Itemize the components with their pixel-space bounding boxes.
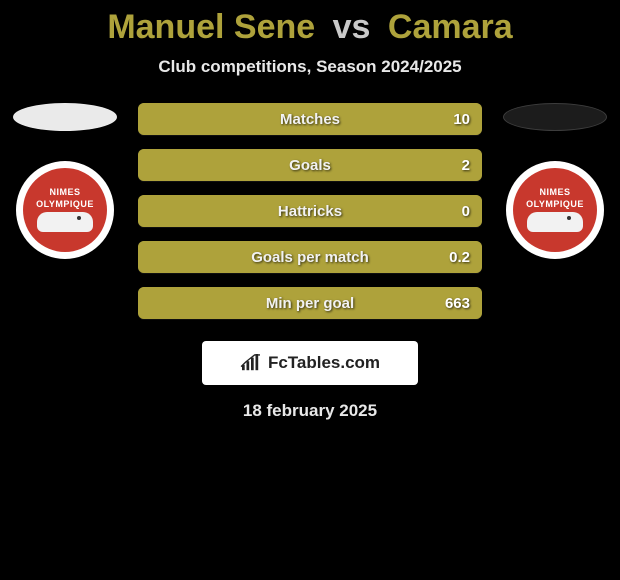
- title-player1: Manuel Sene: [107, 8, 315, 46]
- club-name-line1: NIMES: [539, 188, 570, 197]
- brand-text: FcTables.com: [268, 353, 380, 373]
- stat-label: Goals: [198, 157, 422, 174]
- stat-label: Matches: [198, 111, 422, 128]
- stat-value-right: 663: [422, 295, 482, 312]
- stat-label: Goals per match: [198, 249, 422, 266]
- title: Manuel Sene vs Camara: [0, 8, 620, 47]
- title-vs: vs: [333, 8, 371, 46]
- stat-value-right: 0: [422, 203, 482, 220]
- stat-value-right: 10: [422, 111, 482, 128]
- right-club-logo: NIMES OLYMPIQUE: [506, 161, 604, 259]
- crocodile-icon: [37, 212, 93, 232]
- stat-value-right: 2: [422, 157, 482, 174]
- stats-column: Matches10 Goals2 Hattricks0 Goals per match…: [138, 103, 482, 319]
- main-layout: NIMES OLYMPIQUE Matches10 Goals2 Hattricks…: [0, 103, 620, 319]
- stat-row: Goals2: [138, 149, 482, 181]
- date-text: 18 february 2025: [0, 401, 620, 421]
- club-name-line1: NIMES: [49, 188, 80, 197]
- club-badge: NIMES OLYMPIQUE: [23, 168, 107, 252]
- stat-label: Min per goal: [198, 295, 422, 312]
- title-player2: Camara: [388, 8, 513, 46]
- left-club-logo: NIMES OLYMPIQUE: [16, 161, 114, 259]
- club-name-line2: OLYMPIQUE: [526, 200, 584, 209]
- left-side: NIMES OLYMPIQUE: [10, 103, 120, 259]
- infographic-root: Manuel Sene vs Camara Club competitions,…: [0, 0, 620, 421]
- crocodile-icon: [527, 212, 583, 232]
- subtitle: Club competitions, Season 2024/2025: [0, 57, 620, 77]
- stat-row: Min per goal663: [138, 287, 482, 319]
- stat-label: Hattricks: [198, 203, 422, 220]
- stat-row: Goals per match0.2: [138, 241, 482, 273]
- right-ellipse: [503, 103, 607, 131]
- stat-value-right: 0.2: [422, 249, 482, 266]
- chart-icon: [240, 354, 262, 372]
- club-name-line2: OLYMPIQUE: [36, 200, 94, 209]
- stat-row: Hattricks0: [138, 195, 482, 227]
- brand-box: FcTables.com: [202, 341, 418, 385]
- left-ellipse: [13, 103, 117, 131]
- club-badge: NIMES OLYMPIQUE: [513, 168, 597, 252]
- stat-row: Matches10: [138, 103, 482, 135]
- right-side: NIMES OLYMPIQUE: [500, 103, 610, 259]
